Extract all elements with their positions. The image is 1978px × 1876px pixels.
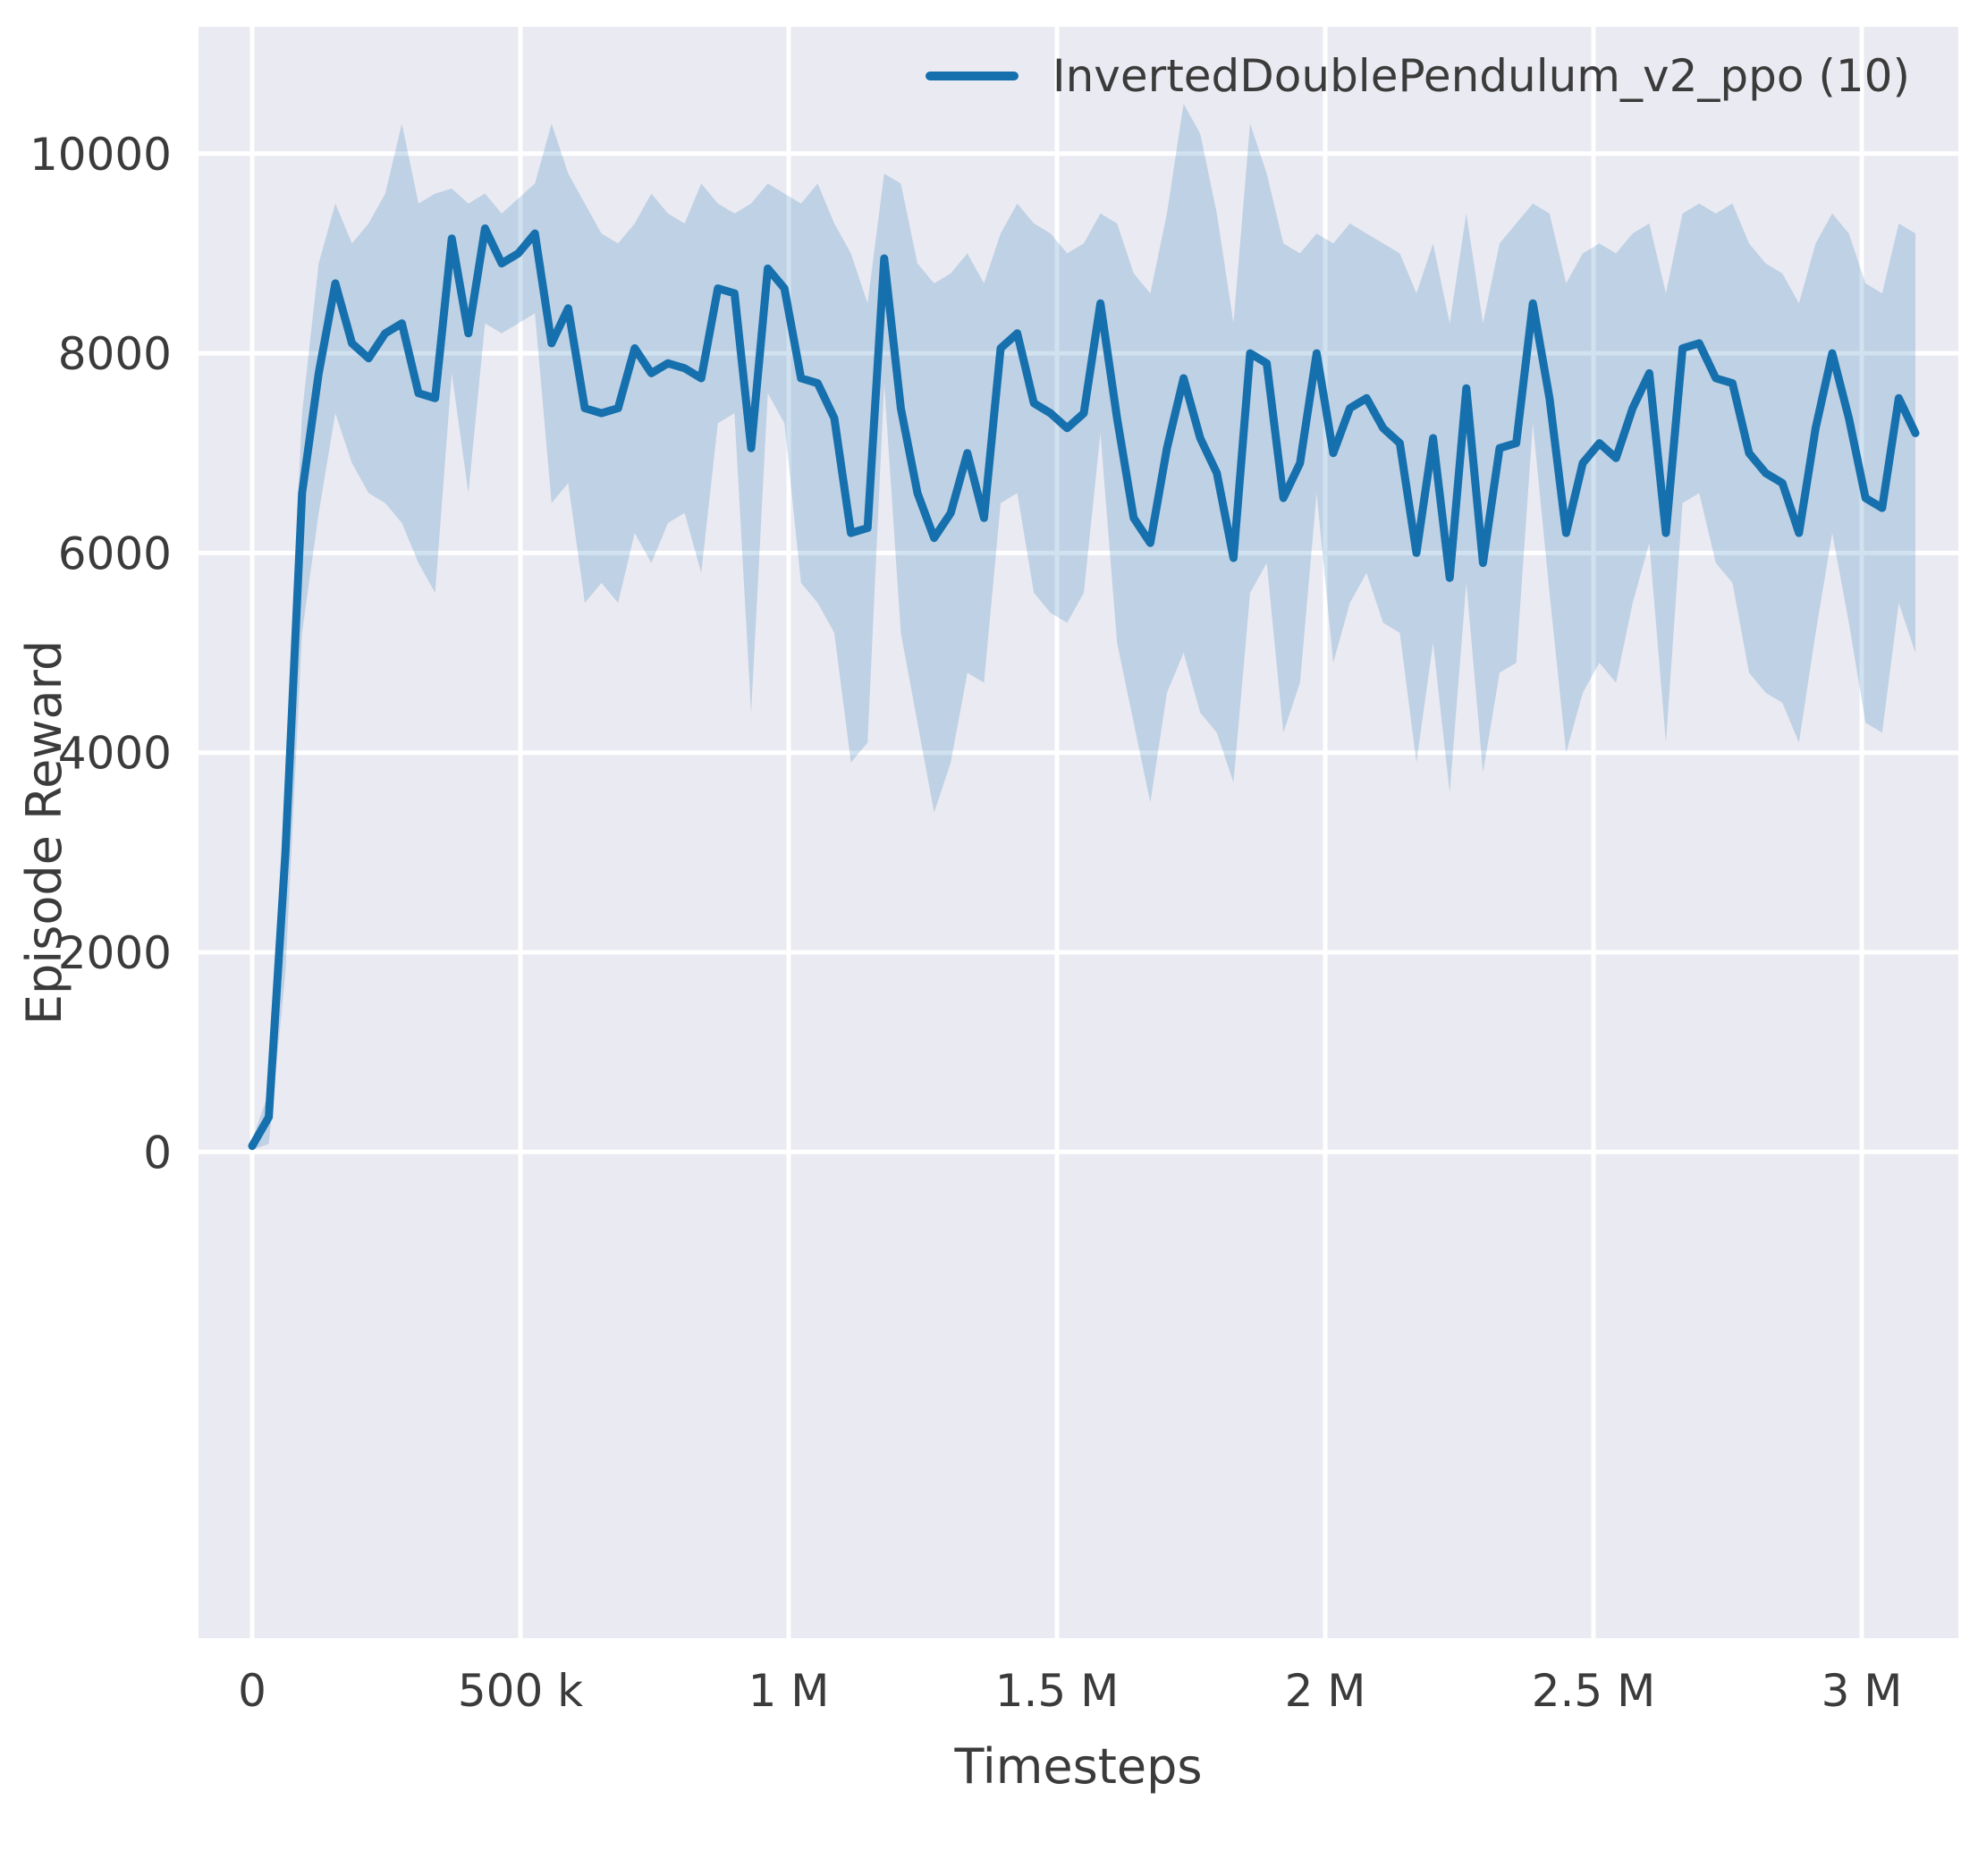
x-tick-label: 0: [238, 1665, 266, 1717]
x-tick-label: 1 M: [748, 1665, 830, 1717]
x-axis-label: Timesteps: [954, 1738, 1203, 1795]
y-tick-label: 4000: [58, 728, 172, 780]
x-tick-label: 500 k: [458, 1665, 583, 1717]
x-tick-label: 3 M: [1822, 1665, 1903, 1717]
y-tick-label: 0: [143, 1127, 172, 1179]
legend: InvertedDoublePendulum_v2_ppo (10): [925, 50, 1910, 102]
legend-line-swatch: [925, 72, 1019, 80]
x-tick-label: 2 M: [1285, 1665, 1366, 1717]
y-tick-label: 8000: [58, 328, 172, 380]
y-tick-label: 2000: [58, 927, 172, 979]
y-tick-label: 6000: [58, 528, 172, 579]
legend-label: InvertedDoublePendulum_v2_ppo (10): [1052, 50, 1910, 102]
x-tick-label: 2.5 M: [1532, 1665, 1656, 1717]
y-tick-label: 10000: [30, 129, 172, 181]
plot-area: [199, 27, 1958, 1638]
series-line: [248, 224, 1920, 1151]
x-tick-label: 1.5 M: [995, 1665, 1120, 1717]
y-axis-label: Episode Reward: [16, 639, 72, 1026]
